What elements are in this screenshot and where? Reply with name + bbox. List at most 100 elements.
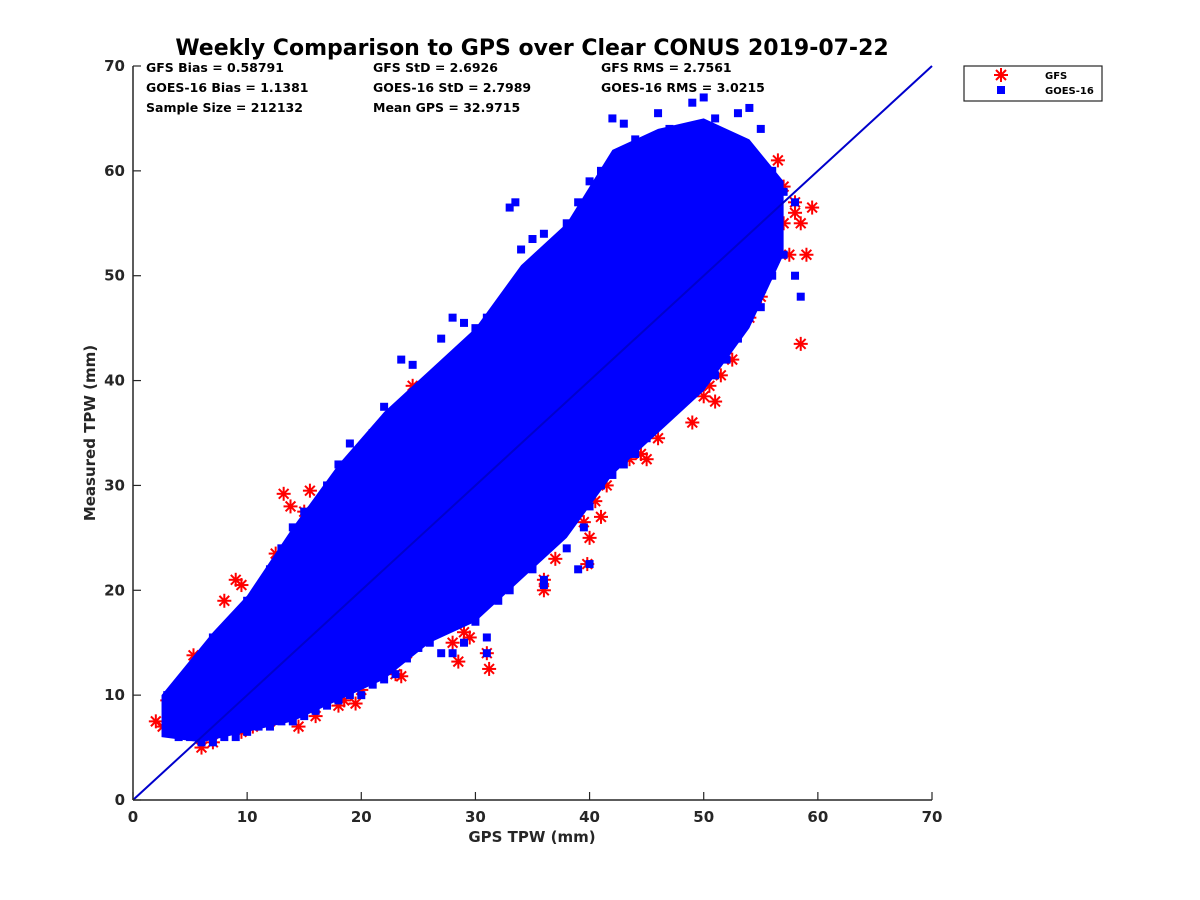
goes-16-point — [163, 691, 172, 700]
goes-16-point — [186, 701, 195, 710]
goes-16-point — [380, 675, 389, 684]
goes-16-point — [791, 271, 800, 280]
goes-16-point — [539, 575, 548, 584]
goes-16-point — [619, 119, 628, 128]
goes-16-point — [345, 439, 354, 448]
goes-16-point — [688, 387, 697, 396]
goes-16-point — [277, 544, 286, 553]
x-axis-label: GPS TPW (mm) — [468, 828, 595, 846]
goes-16-point — [231, 617, 240, 626]
goes-16-point — [254, 722, 263, 731]
goes-16-point — [323, 481, 332, 490]
goes-16-point — [631, 449, 640, 458]
gfs-point — [482, 661, 497, 676]
goes-16-point — [174, 733, 183, 742]
goes-16-point — [208, 633, 217, 642]
goes-16-point — [528, 565, 537, 574]
goes-16-point — [733, 334, 742, 343]
goes-16-point — [357, 691, 366, 700]
goes-16-point — [768, 166, 777, 175]
goes-16-point — [414, 418, 423, 427]
goes-16-point — [471, 449, 480, 458]
goes-16-point — [511, 198, 520, 207]
goes-16-point — [745, 313, 754, 322]
goes-bias-stat: GOES-16 Bias = 1.1381 — [146, 80, 308, 95]
goes-16-point — [300, 507, 309, 516]
goes-16-point — [574, 198, 583, 207]
goes-16-point — [654, 418, 663, 427]
goes-16-point — [585, 502, 594, 511]
goes-16-point — [517, 565, 526, 574]
y-tick-label: 50 — [104, 267, 125, 285]
legend-goes-16-label: GOES-16 — [1045, 86, 1094, 97]
y-tick-label: 40 — [104, 372, 125, 390]
gfs-point — [234, 578, 249, 593]
goes-16-point — [505, 586, 514, 595]
goes-16-point — [288, 717, 297, 726]
gfs-point — [793, 336, 808, 351]
x-tick-label: 0 — [128, 808, 138, 826]
goes-16-point — [460, 638, 469, 647]
goes-16-point — [368, 680, 377, 689]
goes-16-point — [756, 124, 765, 133]
gfs-point — [788, 205, 803, 220]
gfs-point — [799, 247, 814, 262]
x-tick-label: 70 — [922, 808, 943, 826]
goes-16-point — [631, 135, 640, 144]
goes-16-point — [231, 733, 240, 742]
goes-16-point — [277, 717, 286, 726]
gfs-rms-stat: GFS RMS = 2.7561 — [601, 60, 732, 75]
legend-gfs-label: GFS — [1045, 71, 1067, 82]
goes-16-point — [186, 733, 195, 742]
goes-16-point — [437, 334, 446, 343]
y-tick-label: 20 — [104, 581, 125, 599]
one-to-one-reference-line — [132, 65, 933, 801]
goes-16-point — [676, 397, 685, 406]
x-tick-label: 20 — [351, 808, 372, 826]
goes-16-point — [608, 470, 617, 479]
goes-16-point — [300, 712, 309, 721]
goes-16-point — [745, 198, 754, 207]
goes-16-point — [397, 355, 406, 364]
goes-16-point — [460, 318, 469, 327]
goes-16-point — [448, 649, 457, 658]
goes-16-point — [442, 366, 451, 375]
goes-16-point — [779, 250, 788, 259]
goes-16-point — [648, 135, 657, 144]
goes-16-point — [265, 565, 274, 574]
gfs-point — [451, 654, 466, 669]
goes-16-point — [539, 387, 548, 396]
gfs-point — [302, 483, 317, 498]
goes-16-point — [437, 649, 446, 658]
goes-16-point — [414, 643, 423, 652]
x-tick-label: 50 — [693, 808, 714, 826]
goes-16-point — [608, 114, 617, 123]
sample-size-stat: Sample Size = 212132 — [146, 100, 303, 115]
goes-16-point — [334, 696, 343, 705]
y-tick-label: 70 — [104, 57, 125, 75]
y-axis-ticks: 0 10 20 30 40 50 60 70 — [104, 57, 141, 809]
goes-16-point — [345, 691, 354, 700]
goes-16-point — [745, 103, 754, 112]
gfs-point — [283, 499, 298, 514]
goes-16-point — [163, 727, 172, 736]
goes-16-point — [265, 722, 274, 731]
goes-16-point — [676, 130, 685, 139]
gfs-std-stat: GFS StD = 2.6926 — [373, 60, 498, 75]
goes-rms-stat: GOES-16 RMS = 3.0215 — [601, 80, 765, 95]
gfs-point — [276, 486, 291, 501]
goes-16-point — [197, 738, 206, 747]
x-tick-label: 10 — [237, 808, 258, 826]
gfs-bias-stat: GFS Bias = 0.58791 — [146, 60, 284, 75]
goes-16-point — [174, 691, 183, 700]
goes-16-dense-cloud — [161, 118, 784, 743]
legend: GFS GOES-16 — [963, 65, 1103, 102]
goes-16-point — [791, 198, 800, 207]
goes-16-point — [471, 617, 480, 626]
goes-16-point — [733, 109, 742, 118]
gfs-point — [582, 530, 597, 545]
x-axis-ticks: 0 10 20 30 40 50 60 70 — [128, 792, 943, 826]
goes-16-point — [265, 649, 274, 658]
x-tick-label: 60 — [807, 808, 828, 826]
goes-16-point — [619, 460, 628, 469]
